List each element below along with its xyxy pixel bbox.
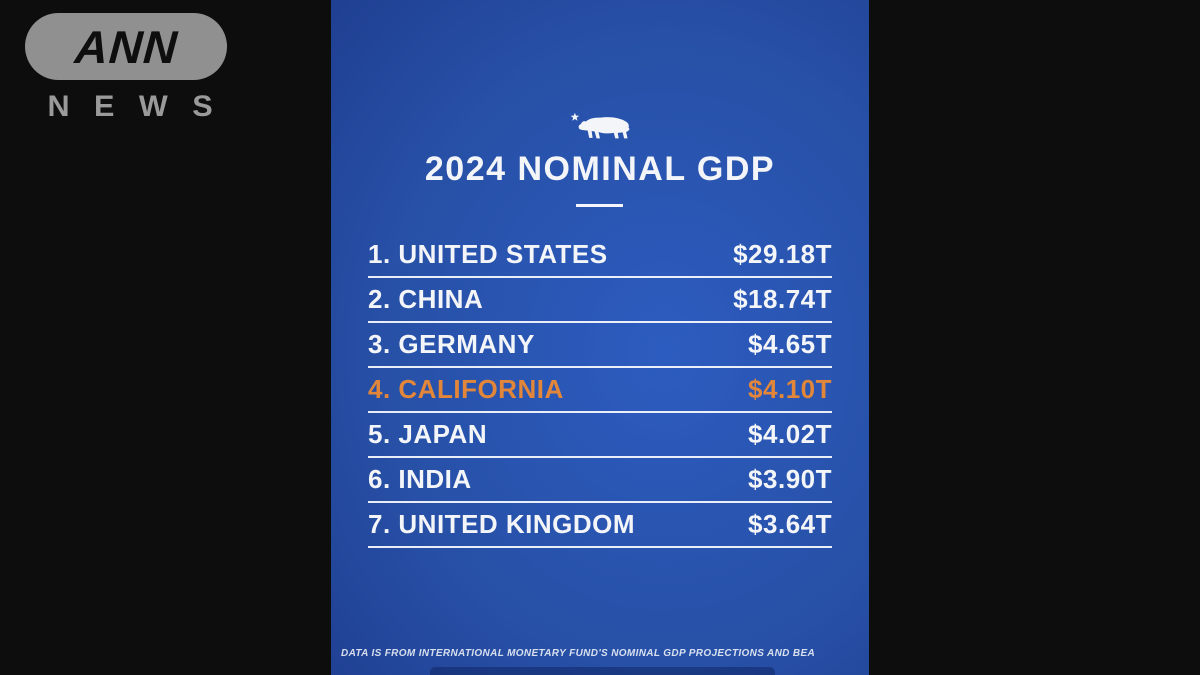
ann-logo-text: ANN xyxy=(72,20,180,73)
table-row-highlighted: 4. CALIFORNIA $4.10T xyxy=(368,368,832,413)
economy-label: 5. JAPAN xyxy=(368,419,488,449)
gdp-value: $4.02T xyxy=(748,419,832,449)
table-row: 3. GERMANY $4.65T xyxy=(368,323,832,368)
table-row: 5. JAPAN $4.02T xyxy=(368,413,832,458)
broadcaster-logo: ANN NEWS xyxy=(25,13,227,124)
economy-label: 3. GERMANY xyxy=(368,329,535,359)
cropped-bottom-tag xyxy=(430,667,775,675)
ann-logo-pill: ANN xyxy=(25,13,227,80)
economy-label: 2. CHINA xyxy=(368,284,484,314)
infographic-title: 2024 NOMINAL GDP xyxy=(424,150,776,188)
gdp-value: $18.74T xyxy=(733,284,832,314)
gdp-value: $3.64T xyxy=(748,509,832,539)
table-row: 7. UNITED KINGDOM $3.64T xyxy=(368,503,832,548)
economy-label: 1. UNITED STATES xyxy=(368,239,608,269)
table-row: 1. UNITED STATES $29.18T xyxy=(368,233,832,278)
title-divider xyxy=(576,204,623,207)
table-row: 6. INDIA $3.90T xyxy=(368,458,832,503)
gdp-value: $4.10T xyxy=(748,374,832,404)
economy-label: 6. INDIA xyxy=(368,464,472,494)
table-row: 2. CHINA $18.74T xyxy=(368,278,832,323)
gdp-value: $3.90T xyxy=(748,464,832,494)
economy-label: 7. UNITED KINGDOM xyxy=(368,509,636,539)
source-note: DATA IS FROM INTERNATIONAL MONETARY FUND… xyxy=(341,648,816,659)
economy-label: 4. CALIFORNIA xyxy=(368,374,564,404)
news-logo-text: NEWS xyxy=(47,90,238,123)
star-icon xyxy=(570,112,580,121)
gdp-value: $29.18T xyxy=(733,239,832,269)
gdp-infographic-panel: 2024 NOMINAL GDP 1. UNITED STATES $29.18… xyxy=(331,0,869,675)
california-bear-icon xyxy=(331,109,869,147)
gdp-ranking-table: 1. UNITED STATES $29.18T 2. CHINA $18.74… xyxy=(368,233,832,548)
gdp-value: $4.65T xyxy=(748,329,832,359)
